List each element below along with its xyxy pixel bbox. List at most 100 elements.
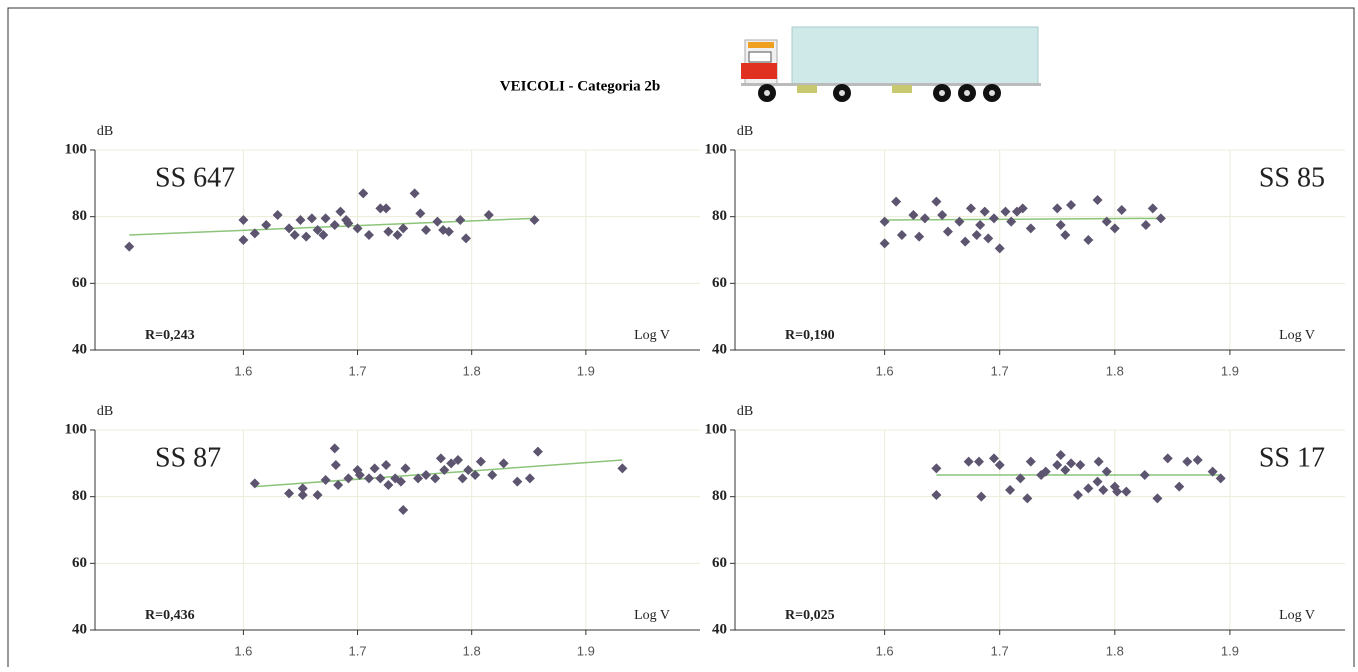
data-point <box>1025 456 1036 467</box>
scatter-chart: 40 60 80 100 1.6 1.7 1.8 1.9 dB Log V R=0,436 SS 87 <box>65 404 700 658</box>
data-point <box>512 476 523 487</box>
data-point <box>261 220 272 230</box>
x-tick-label: 1.8 <box>463 363 481 378</box>
y-tick-label: 60 <box>72 555 87 571</box>
data-point <box>329 220 340 230</box>
x-tick-label: 1.9 <box>577 363 595 378</box>
x-tick-label: 1.7 <box>991 363 1009 378</box>
data-point <box>415 208 426 219</box>
data-point <box>1060 230 1071 240</box>
data-point <box>375 203 386 214</box>
data-point <box>363 230 374 240</box>
data-point <box>392 230 403 240</box>
data-point <box>249 228 260 239</box>
chart-title: SS 85 <box>1259 162 1325 193</box>
data-point <box>443 226 454 237</box>
x-tick-label: 1.7 <box>991 643 1009 658</box>
data-point <box>487 470 498 480</box>
data-point <box>1083 483 1094 494</box>
y-tick-label: 100 <box>65 141 88 157</box>
data-point <box>1215 473 1226 484</box>
data-point <box>994 243 1005 254</box>
data-point <box>1055 450 1066 460</box>
y-tick-label: 80 <box>72 488 87 504</box>
y-tick-label: 80 <box>72 208 87 224</box>
data-point <box>383 480 394 490</box>
data-point <box>979 206 990 217</box>
y-tick-label: 40 <box>72 621 87 637</box>
data-point <box>1098 485 1109 495</box>
data-point <box>1174 481 1185 492</box>
data-point <box>954 216 965 227</box>
data-point <box>524 473 535 484</box>
data-point <box>919 213 930 224</box>
data-point <box>1162 453 1173 464</box>
data-point <box>1025 223 1036 234</box>
data-point <box>238 215 249 225</box>
x-tick-label: 1.6 <box>234 643 252 658</box>
frame <box>7 7 1355 672</box>
data-point <box>312 490 323 500</box>
data-point <box>381 460 392 470</box>
data-point <box>413 473 424 484</box>
data-point <box>960 236 971 247</box>
x-axis-label: Log V <box>634 328 670 343</box>
data-point <box>272 210 283 220</box>
x-axis-label: Log V <box>634 608 670 623</box>
data-point <box>974 456 984 467</box>
scatter-chart: 40 60 80 100 1.6 1.7 1.8 1.9 dB Log V R=0,025 SS 17 <box>705 404 1345 658</box>
data-point <box>453 455 463 465</box>
data-point <box>124 241 135 252</box>
data-point <box>937 210 948 220</box>
annotation: R=0,436 <box>145 608 195 623</box>
data-point <box>439 465 450 475</box>
data-point <box>1022 493 1033 504</box>
data-point <box>284 223 295 234</box>
data-point <box>1017 203 1028 214</box>
x-tick-label: 1.9 <box>1221 363 1239 378</box>
x-tick-label: 1.8 <box>1106 363 1124 378</box>
data-point <box>306 213 317 224</box>
data-point <box>988 213 999 224</box>
data-point <box>891 196 902 207</box>
trend-line <box>884 217 1161 221</box>
scatter-chart: 40 60 80 100 1.6 1.7 1.8 1.9 dB Log V R=0,243 SS 64… <box>65 124 700 378</box>
y-tick-label: 40 <box>72 341 87 357</box>
y-tick-label: 80 <box>712 488 727 504</box>
chart-title: SS 647 <box>155 162 235 193</box>
data-point <box>475 456 486 467</box>
data-point <box>284 488 295 499</box>
scatter-chart: 40 60 80 100 1.6 1.7 1.8 1.9 dB Log V R=0,190 SS 85 <box>705 124 1345 378</box>
data-point <box>1060 465 1071 475</box>
data-point <box>1052 460 1063 470</box>
data-point <box>1052 203 1063 214</box>
data-point <box>483 210 494 220</box>
data-point <box>1083 235 1094 245</box>
y-tick-label: 100 <box>65 421 88 437</box>
data-point <box>395 476 406 487</box>
data-point <box>301 231 312 242</box>
data-point <box>398 223 409 234</box>
y-tick-label: 100 <box>705 421 728 437</box>
data-point <box>383 226 394 237</box>
data-point <box>358 188 369 199</box>
data-point <box>369 463 380 474</box>
x-tick-label: 1.9 <box>577 643 595 658</box>
y-tick-label: 40 <box>712 341 727 357</box>
data-point <box>470 470 481 480</box>
data-point <box>320 213 331 224</box>
data-point <box>446 458 457 469</box>
data-point <box>879 238 890 249</box>
x-tick-label: 1.6 <box>876 643 894 658</box>
data-point <box>432 216 443 227</box>
data-point <box>381 203 392 214</box>
data-point <box>409 188 420 199</box>
data-point <box>295 215 306 225</box>
data-point <box>1092 195 1103 205</box>
data-point <box>617 463 628 474</box>
data-point <box>931 463 942 474</box>
x-tick-label: 1.7 <box>349 363 367 378</box>
data-point <box>879 216 890 227</box>
data-point <box>329 443 340 454</box>
data-point <box>297 490 308 500</box>
